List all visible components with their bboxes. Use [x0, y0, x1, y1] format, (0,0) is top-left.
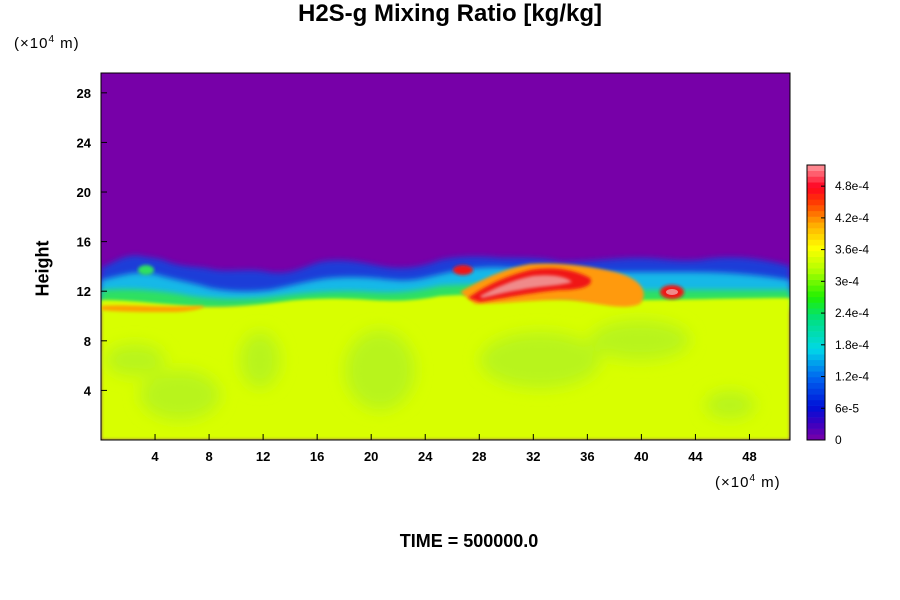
colorbar-segment: [807, 417, 825, 424]
y-tick-label: 4: [84, 383, 92, 398]
colorbar-segment: [807, 411, 825, 418]
colorbar-segment: [807, 262, 825, 269]
x-axis-unit: (×104 m): [715, 473, 781, 491]
colorbar-segment: [807, 210, 825, 217]
colorbar-segment: [807, 256, 825, 263]
colorbar-segment: [807, 205, 825, 212]
colorbar-segment: [807, 291, 825, 298]
colorbar-segment: [807, 193, 825, 200]
lower-layer-region: [101, 294, 790, 440]
colorbar-segment: [807, 199, 825, 206]
colorbar-segment: [807, 348, 825, 355]
x-tick-label: 16: [310, 449, 324, 464]
x-tick-label: 4: [151, 449, 159, 464]
colorbar-segment: [807, 165, 825, 172]
colorbar-segment: [807, 313, 825, 320]
y-tick-label: 12: [77, 284, 91, 299]
colorbar-tick-label: 6e-5: [835, 401, 859, 415]
y-tick-label: 16: [77, 235, 91, 250]
colorbar-segment: [807, 422, 825, 429]
colorbar-segment: [807, 296, 825, 303]
colorbar-segment: [807, 376, 825, 384]
time-label: TIME = 500000.0: [399, 531, 539, 551]
lower-eddies: [105, 320, 755, 420]
colorbar-tick-label: 1.8e-4: [835, 338, 869, 352]
colorbar-tick-label: 3.6e-4: [835, 243, 869, 257]
colorbar-segment: [807, 285, 825, 292]
colorbar-segment: [807, 245, 825, 252]
x-axis: 4 8 12 16 20 24 28 32 36 40 44 48: [151, 434, 757, 464]
colorbar-tick-label: 0: [835, 433, 842, 447]
chart-title: H2S-g Mixing Ratio [kg/kg]: [297, 0, 602, 27]
plot-frame: [100, 72, 791, 441]
colorbar-segment: [807, 319, 825, 326]
x-tick-label: 44: [688, 449, 703, 464]
x-tick-label: 8: [205, 449, 212, 464]
y-axis-unit: (×104 m): [14, 34, 80, 52]
colorbar-segment: [807, 434, 825, 441]
x-tick-label: 32: [526, 449, 540, 464]
x-tick-label: 40: [634, 449, 648, 464]
colorbar: 0 6e-5 1.2e-4 1.8e-4 2.4e-4 3e-4 3.6e-4 4.2e-4 4…: [806, 164, 869, 447]
colorbar-segment: [807, 399, 825, 406]
x-tick-label: 20: [364, 449, 378, 464]
colorbar-tick-label: 4.2e-4: [835, 211, 869, 225]
colorbar-tick-label: 4.8e-4: [835, 179, 869, 193]
colorbar-segment: [807, 428, 825, 435]
colorbar-segment: [807, 268, 825, 275]
x-tick-label: 28: [472, 449, 486, 464]
x-tick-label: 36: [580, 449, 594, 464]
colorbar-segment: [807, 182, 825, 189]
colorbar-segment: [807, 170, 825, 177]
colorbar-segment: [807, 228, 825, 235]
colorbar-segment: [807, 308, 825, 315]
heatmap-field: [101, 73, 790, 440]
colorbar-segment: [807, 233, 825, 240]
colorbar-frame: [806, 164, 826, 441]
y-tick-label: 20: [77, 185, 91, 200]
interface-rim-orange: [101, 305, 204, 312]
colorbar-segment: [807, 359, 825, 366]
colorbar-segment: [807, 331, 825, 338]
colorbar-segment: [807, 371, 825, 378]
y-tick-label: 28: [77, 86, 91, 101]
colorbar-segment: [807, 342, 825, 349]
edge-swirl: [138, 265, 154, 275]
y-tick-label: 24: [77, 135, 92, 150]
plume-blob-right-core: [666, 289, 678, 295]
x-tick-label: 12: [256, 449, 270, 464]
colorbar-segment: [807, 216, 825, 223]
colorbar-segment: [807, 279, 825, 286]
colorbar-tick-label: 1.2e-4: [835, 370, 869, 384]
colorbar-segment: [807, 176, 825, 183]
colorbar-segment: [807, 302, 825, 309]
colorbar-segment: [807, 250, 825, 257]
colorbar-segment: [807, 394, 825, 401]
colorbar-tick-label: 3e-4: [835, 274, 859, 288]
colorbar-segment: [807, 382, 825, 389]
colorbar-segment: [807, 222, 825, 229]
x-tick-label: 24: [418, 449, 433, 464]
x-tick-label: 48: [742, 449, 756, 464]
y-axis: 4 8 12 16 20 24 28: [77, 86, 107, 398]
colorbar-segment: [807, 336, 825, 343]
colorbar-segment: [807, 273, 825, 280]
colorbar-segment: [807, 325, 825, 332]
colorbar-segment: [807, 187, 825, 194]
colorbar-segment: [807, 388, 825, 395]
colorbar-tick-label: 2.4e-4: [835, 306, 869, 320]
y-tick-label: 8: [84, 334, 91, 349]
plume-blob-left: [453, 265, 473, 275]
colorbar-segment: [807, 239, 825, 246]
colorbar-segment: [807, 354, 825, 361]
plume-core-pink: [480, 275, 572, 298]
colorbar-segment: [807, 405, 825, 412]
colorbar-segment: [807, 365, 825, 372]
